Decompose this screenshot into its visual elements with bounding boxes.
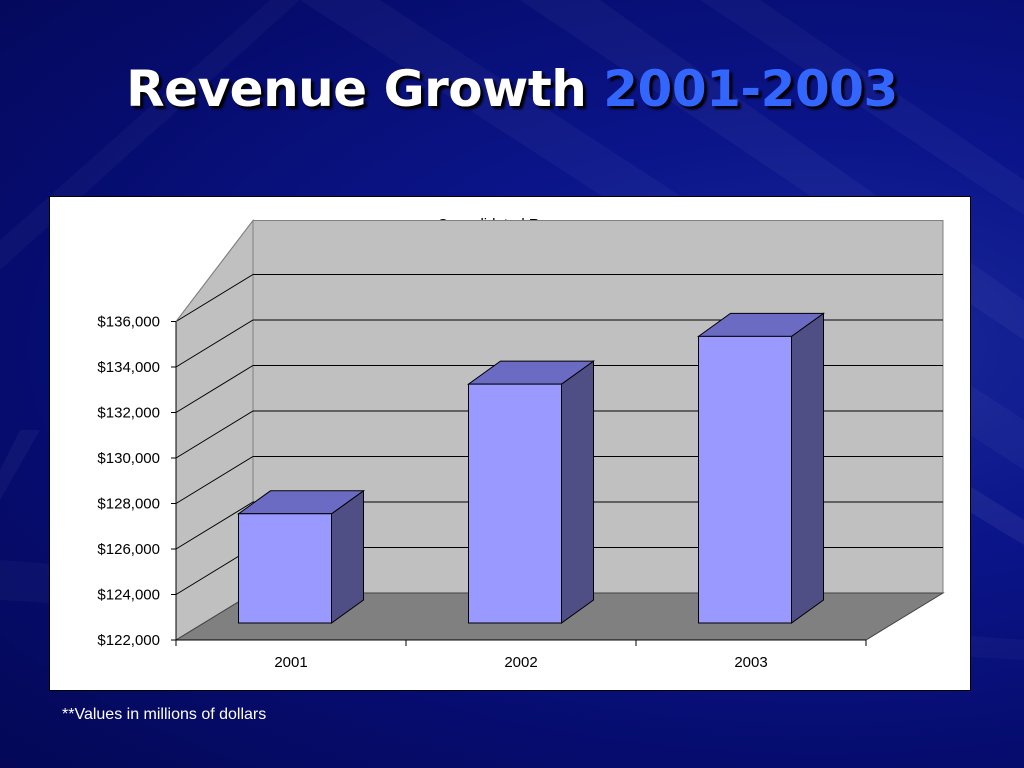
footnote: **Values in millions of dollars	[62, 706, 267, 723]
title-main: Revenue Growth	[126, 60, 587, 118]
y-tick-label: $132,000	[97, 405, 160, 422]
title-accent-years: 2001-2003	[603, 60, 898, 118]
gridline	[175, 274, 943, 322]
wall-edge	[175, 220, 254, 322]
y-tick-label: $136,000	[97, 314, 160, 331]
revenue-bar-chart: Consolidated Revenue $122,000$124,000$12…	[97, 216, 945, 671]
x-tick-label: 2002	[504, 654, 537, 671]
bar-2003	[696, 312, 826, 624]
y-tick-label: $130,000	[97, 450, 160, 467]
bar-front-face	[238, 513, 332, 624]
bar-front-face	[698, 335, 792, 624]
y-tick-label: $128,000	[97, 496, 160, 513]
bar-side-face	[561, 360, 594, 624]
bar-2001	[236, 489, 366, 624]
bar-side-face	[791, 312, 824, 624]
y-tick-label: $134,000	[97, 359, 160, 376]
bar-2002	[466, 360, 596, 624]
x-tick-label: 2003	[734, 654, 767, 671]
bar-front-face	[468, 383, 562, 624]
y-tick-label: $122,000	[97, 632, 160, 649]
y-tick-label: $124,000	[97, 587, 160, 604]
gridline	[175, 319, 943, 368]
x-tick-label: 2001	[274, 654, 307, 671]
chart-panel: Consolidated Revenue $122,000$124,000$12…	[49, 196, 971, 691]
slide-title: Revenue Growth 2001-2003	[0, 60, 1024, 118]
y-tick-label: $126,000	[97, 541, 160, 558]
